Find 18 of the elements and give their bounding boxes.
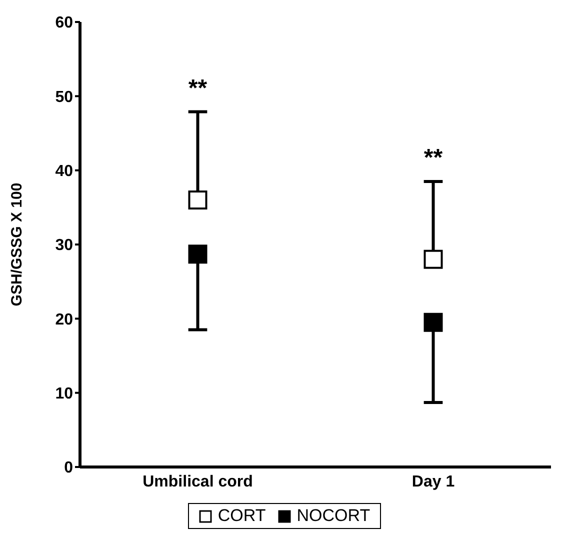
x-tick-label: Day 1	[412, 473, 455, 490]
y-tick-label: 10	[55, 386, 74, 403]
point	[188, 244, 208, 264]
point	[424, 250, 443, 269]
annotation: **	[188, 74, 208, 102]
y-tick-label: 50	[55, 88, 74, 106]
point	[188, 190, 208, 210]
y-tick-label: 20	[55, 311, 74, 328]
legend-label: CORT	[216, 506, 266, 526]
y-axis-title: GSH/GSSG X 100	[8, 182, 26, 306]
legend-label: NOCORT	[296, 506, 370, 526]
y-tick-label: 60	[55, 14, 74, 32]
annotation: **	[424, 144, 444, 172]
x-tick-label: Umbilical cord	[142, 473, 253, 490]
y-tick-label: 0	[64, 460, 74, 477]
point	[424, 312, 443, 332]
y-tick-label: 40	[55, 163, 74, 180]
y-tick-label: 30	[55, 237, 74, 254]
